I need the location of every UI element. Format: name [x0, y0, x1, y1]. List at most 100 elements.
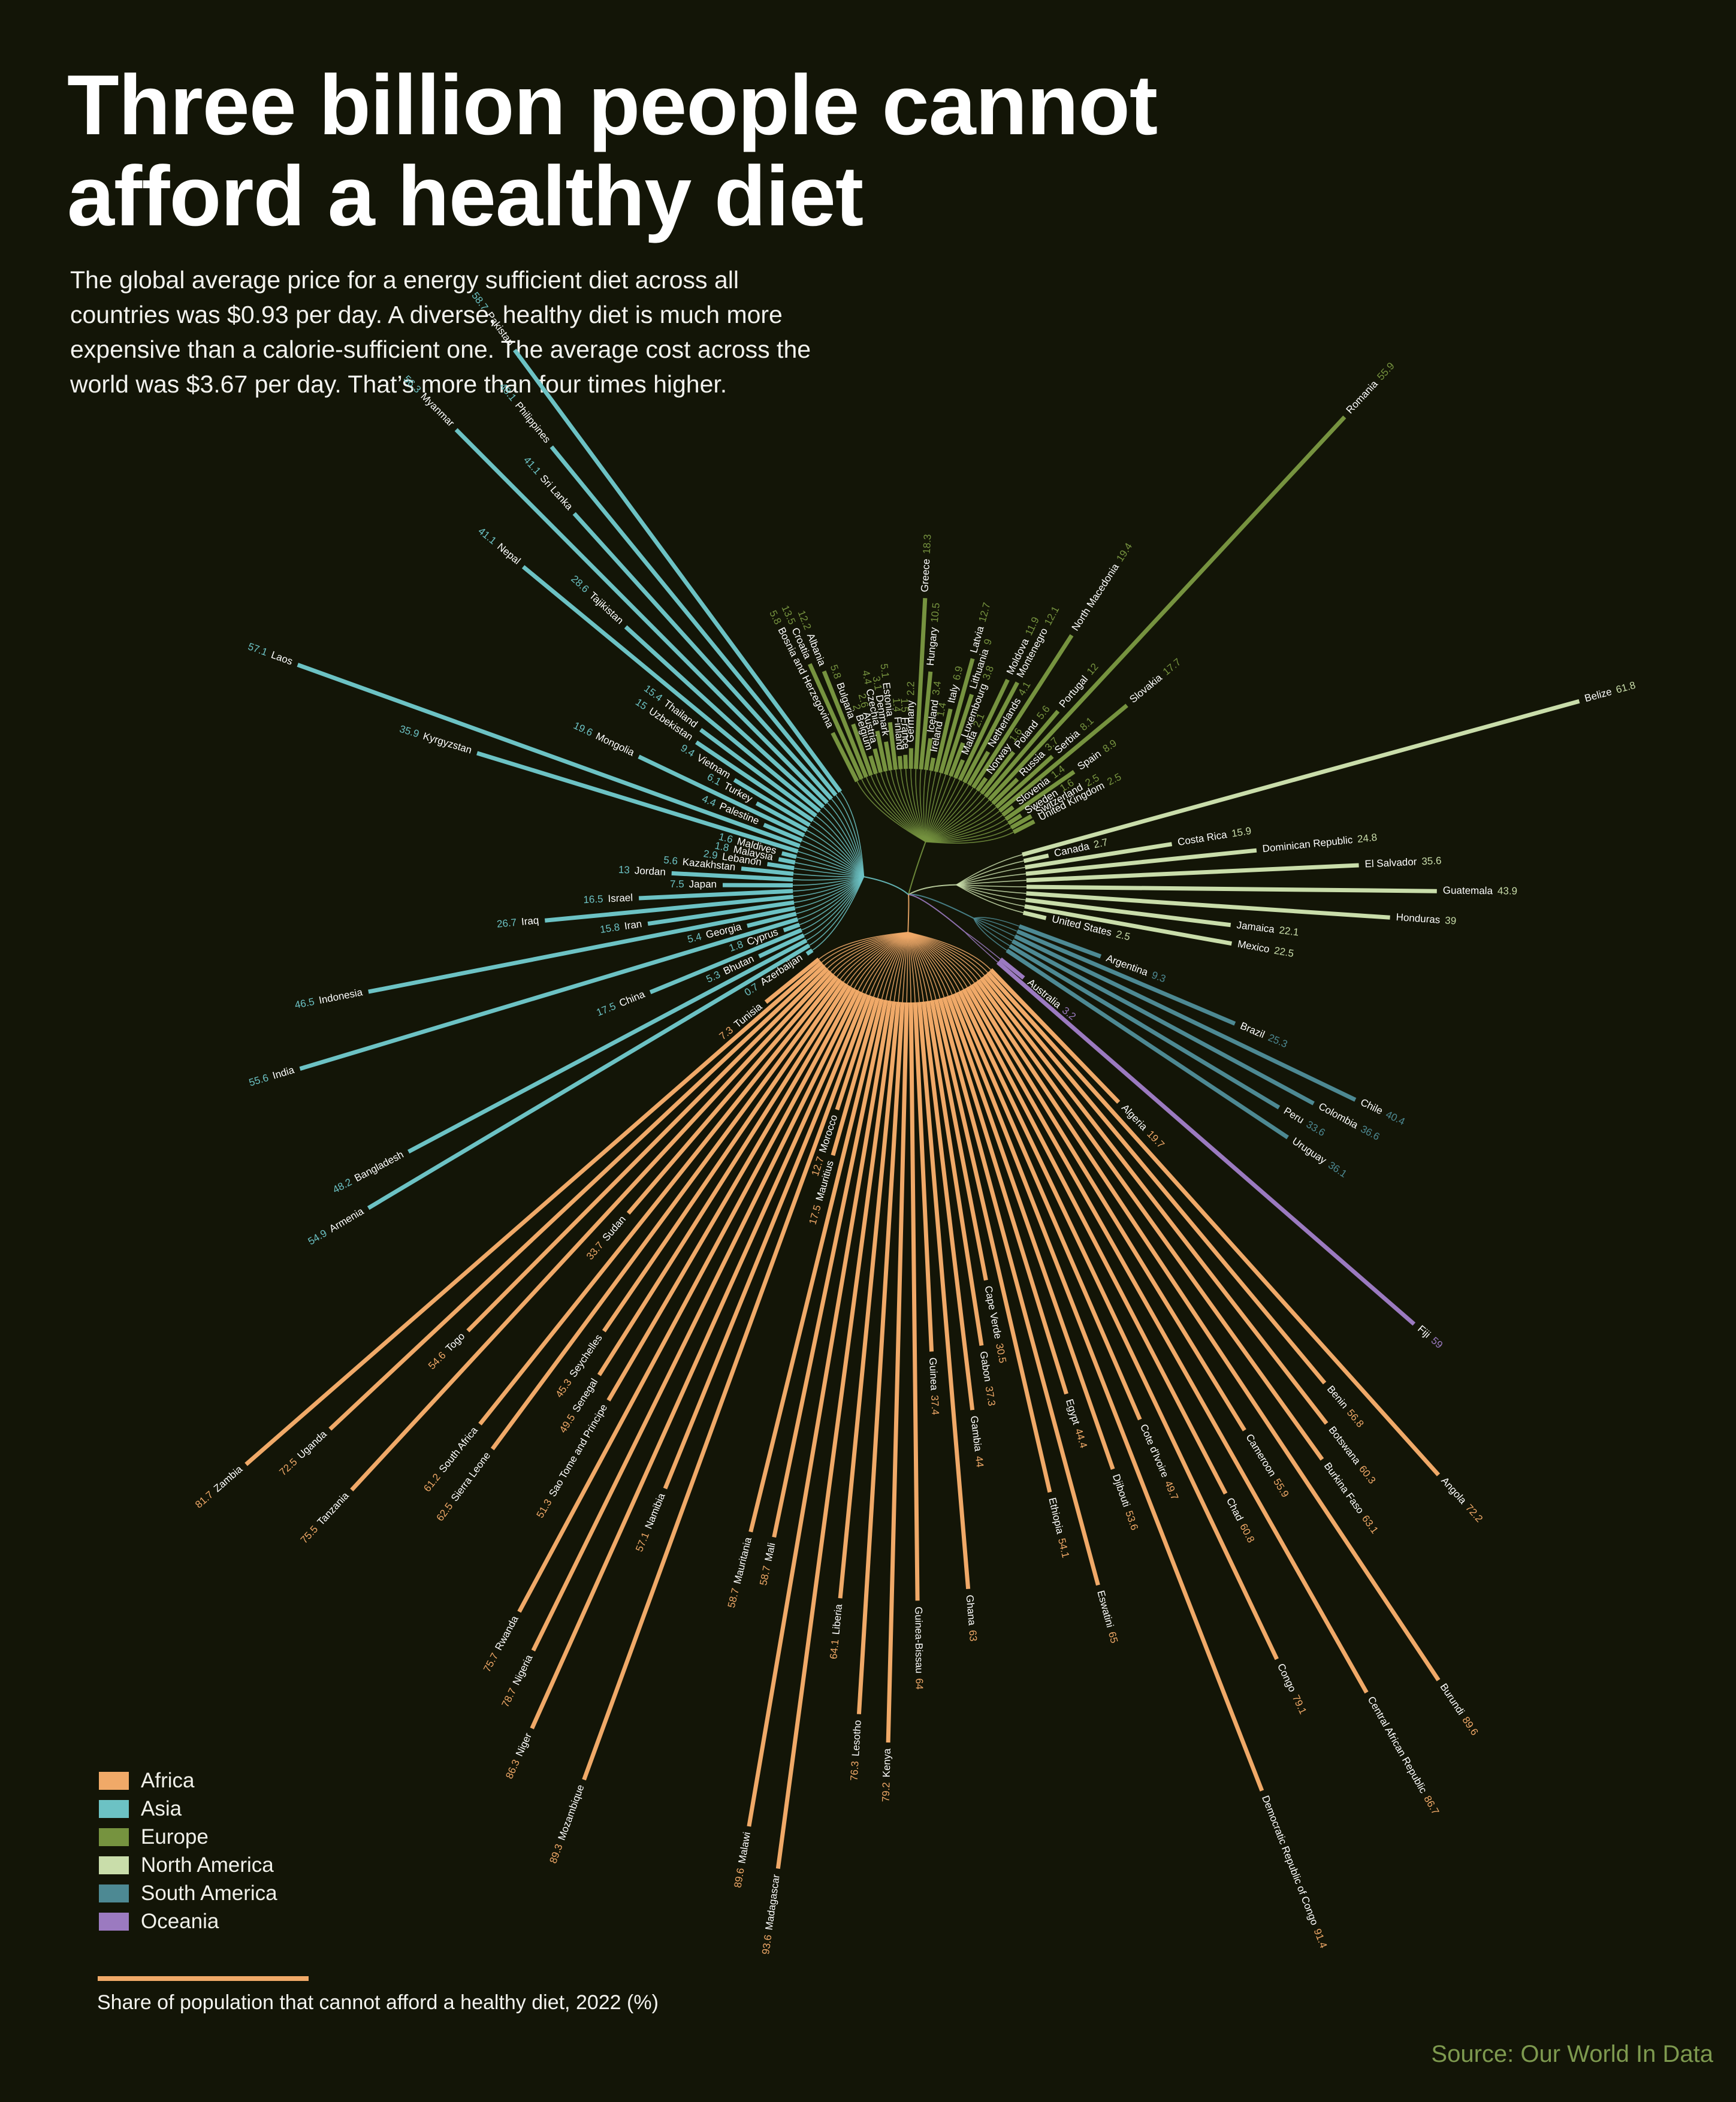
- country-name: Myanmar: [418, 391, 457, 429]
- link-myanmar: [826, 802, 865, 877]
- link-norway: [925, 790, 978, 842]
- country-value: 1.8: [714, 840, 730, 854]
- link-kyrgyzstan: [798, 851, 864, 877]
- bar-pakistan: [512, 348, 843, 793]
- bar-mozambique: [582, 995, 872, 1781]
- link-sao-tome-and-principe: [850, 932, 908, 987]
- bar-croatia: [808, 663, 864, 780]
- link-mozambique: [869, 932, 908, 996]
- link-senegal: [846, 932, 908, 985]
- link-mongolia: [804, 835, 864, 877]
- country-value: 30.5: [994, 1342, 1009, 1364]
- country-value: 53.6: [1123, 1509, 1140, 1532]
- legend-swatch: [99, 1912, 129, 1931]
- legend-label: Asia: [141, 1796, 182, 1820]
- measure-caption: Share of population that cannot afford a…: [97, 1991, 659, 2014]
- country-value: 12.7: [977, 601, 993, 623]
- bar-denmark: [884, 741, 893, 771]
- link-mauritania: [881, 932, 908, 999]
- legend-swatch: [99, 1771, 129, 1790]
- bar-mauritius: [831, 997, 880, 1156]
- link-malaysia: [795, 862, 864, 877]
- bar-guatemala: [1026, 884, 1437, 893]
- bar-sri-lanka: [572, 512, 834, 801]
- bar-palestine: [763, 823, 803, 843]
- country-value: 6.9: [951, 665, 965, 681]
- link-netherlands: [925, 784, 970, 842]
- country-name: Kenya: [881, 1748, 893, 1777]
- bar-bhutan: [758, 933, 805, 959]
- link-slovenia: [925, 814, 1003, 842]
- legend-label: North America: [141, 1853, 274, 1877]
- bar-tunisia: [764, 958, 820, 1004]
- link-mexico: [956, 884, 1025, 907]
- label-liberia: 64.1 Liberia: [828, 1603, 845, 1660]
- link-colombia: [973, 917, 1013, 942]
- bar-united-states: [1022, 910, 1047, 920]
- bar-serbia: [995, 754, 1054, 809]
- country-value: 15.8: [599, 922, 620, 936]
- country-value: 59: [1429, 1335, 1445, 1351]
- country-name: Namibia: [643, 1491, 668, 1530]
- label-congo: Congo79.1: [1275, 1662, 1308, 1716]
- bar-estonia: [887, 721, 898, 770]
- country-value: 58.7: [469, 290, 490, 313]
- country-name: Japan: [689, 878, 717, 890]
- bar-portugal: [983, 709, 1060, 798]
- bar-bulgaria: [851, 723, 873, 777]
- link-australia: [964, 931, 1001, 960]
- country-name: Greece: [919, 558, 932, 593]
- bar-burkina-faso: [976, 979, 1324, 1461]
- label-el-salvador: El Salvador 35.6: [1364, 855, 1442, 870]
- country-value: 2.5: [1115, 929, 1131, 943]
- bar-bosnia-and-herzegovina: [831, 732, 859, 783]
- label-kenya: 79.2 Kenya: [880, 1748, 893, 1802]
- country-name: El Salvador: [1364, 856, 1417, 870]
- bar-kenya: [886, 1002, 909, 1743]
- country-name: Democratic Republic of Congo: [1260, 1794, 1320, 1927]
- country-value: 2.7: [1092, 836, 1109, 851]
- link-cameroon: [907, 932, 971, 986]
- label-egypt: Egypt44.4: [1063, 1398, 1089, 1449]
- country-value: 79.1: [1290, 1693, 1308, 1716]
- bar-labels: 5.8Bosnia and Herzegovina13.5Croatia12.2…: [193, 290, 1637, 1955]
- country-value: 5.4: [686, 931, 703, 946]
- country-value: 89.3: [548, 1843, 565, 1865]
- label-laos: 57.1Laos: [246, 641, 294, 668]
- country-name: Guinea-Bissau: [913, 1606, 925, 1674]
- bar-finland: [897, 756, 903, 769]
- country-value: 41.1: [476, 526, 499, 547]
- link-central-african-republic: [907, 932, 968, 988]
- country-name: Peru: [1282, 1106, 1306, 1126]
- link-czechia: [885, 771, 926, 842]
- country-value: 45.3: [554, 1377, 574, 1400]
- country-name: Gambia: [968, 1415, 983, 1452]
- bar-ghana: [917, 1002, 971, 1590]
- link-morocco: [873, 932, 908, 997]
- country-name: Chad: [1224, 1496, 1245, 1523]
- bar-colombia: [1011, 939, 1315, 1106]
- country-name: France: [899, 717, 911, 749]
- country-value: 5.3: [705, 969, 722, 985]
- link-spain: [925, 819, 1006, 842]
- country-name: Guatemala: [1443, 885, 1493, 897]
- country-name: Algeria: [1119, 1102, 1150, 1133]
- country-name: Iraq: [521, 915, 539, 928]
- link-kenya: [906, 932, 909, 1002]
- bar-azerbaijan: [805, 948, 814, 956]
- label-romania: Romania55.9: [1344, 360, 1397, 416]
- label-france: 1.5 France: [898, 698, 911, 749]
- bar-hungary: [919, 671, 933, 770]
- bar-belize: [1022, 699, 1580, 857]
- country-value: 43.9: [1498, 886, 1517, 897]
- link-ethiopia: [907, 932, 937, 1000]
- bar-guinea: [913, 1002, 934, 1352]
- link-benin: [908, 932, 985, 976]
- country-value: 48.2: [331, 1176, 354, 1195]
- bar-malta: [953, 759, 965, 779]
- link-bosnia-and-herzegovina: [856, 781, 926, 842]
- country-value: 2.9: [703, 848, 718, 862]
- link-serbia: [925, 807, 997, 842]
- link-france: [905, 769, 926, 842]
